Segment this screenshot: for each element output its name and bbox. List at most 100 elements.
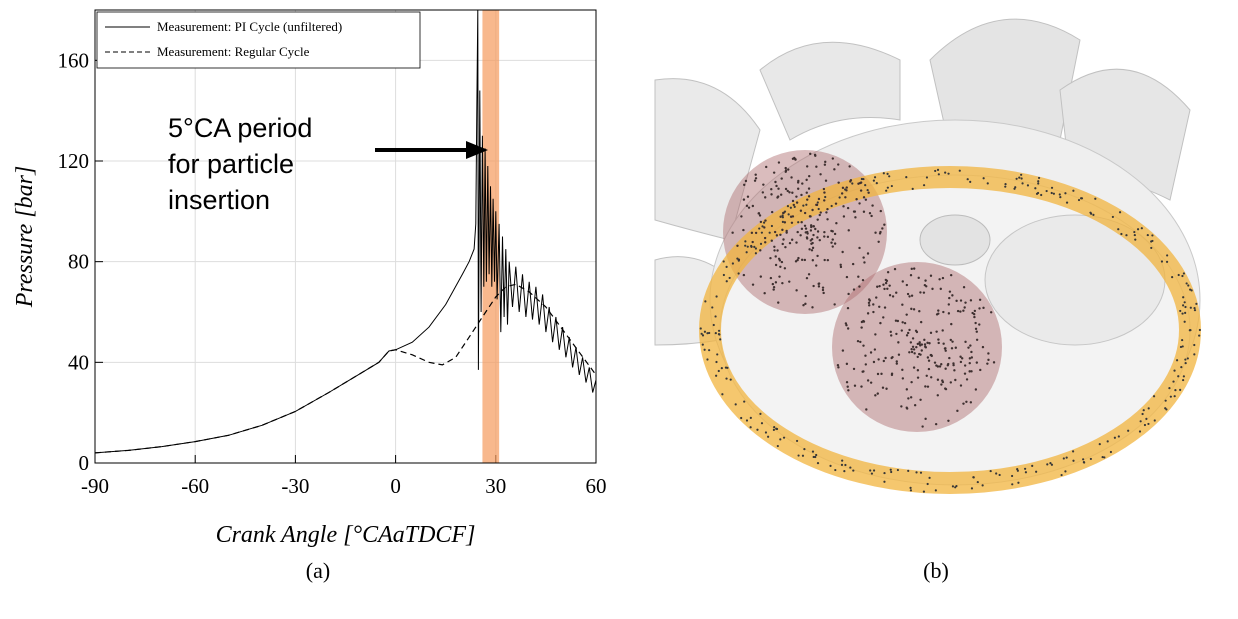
- particle: [801, 454, 805, 457]
- particle: [806, 198, 809, 201]
- particle: [704, 300, 707, 303]
- particle: [1024, 467, 1027, 470]
- particle: [859, 181, 863, 184]
- particle: [857, 275, 860, 278]
- particle: [975, 338, 979, 341]
- particle: [1034, 187, 1037, 190]
- particle: [1117, 435, 1120, 438]
- particle: [781, 242, 784, 246]
- particle: [1083, 461, 1086, 464]
- particle: [918, 342, 921, 345]
- particle: [785, 231, 788, 234]
- particle: [969, 180, 972, 183]
- particle: [761, 191, 765, 194]
- particle: [954, 378, 957, 382]
- particle: [1117, 228, 1120, 231]
- particle: [976, 480, 979, 484]
- particle: [815, 264, 818, 267]
- particle: [807, 187, 811, 190]
- particle: [818, 213, 821, 217]
- particle: [774, 255, 777, 258]
- particle: [757, 212, 761, 215]
- particle: [875, 182, 878, 185]
- particle: [909, 341, 913, 344]
- particles: [699, 152, 1201, 493]
- particle: [925, 176, 929, 179]
- particle: [895, 332, 898, 336]
- particle: [773, 426, 776, 429]
- particle: [824, 160, 827, 164]
- particle: [1018, 176, 1021, 179]
- particle: [905, 334, 909, 337]
- particle: [1031, 464, 1034, 467]
- particle: [774, 281, 778, 284]
- particle: [1062, 457, 1065, 460]
- particle: [805, 178, 808, 182]
- particle: [841, 250, 844, 254]
- particle: [963, 364, 967, 367]
- particle: [715, 374, 718, 377]
- particle: [876, 372, 880, 376]
- particle: [948, 290, 952, 293]
- particle: [1171, 276, 1174, 279]
- particle: [1020, 173, 1023, 176]
- particle: [1092, 213, 1095, 216]
- particle: [965, 378, 969, 381]
- particle: [1182, 304, 1185, 307]
- particle: [1177, 273, 1180, 277]
- y-tick-label: 120: [58, 149, 90, 173]
- particle: [1193, 309, 1197, 312]
- particle: [913, 352, 916, 355]
- particle: [764, 219, 767, 222]
- particle: [764, 241, 767, 244]
- particle: [777, 301, 780, 304]
- particle: [1064, 192, 1067, 195]
- particle: [890, 373, 894, 377]
- particle: [712, 323, 715, 327]
- particle: [949, 381, 953, 384]
- particle: [823, 230, 826, 234]
- particle: [781, 220, 784, 223]
- plot-frame: [94, 9, 597, 464]
- particle: [889, 468, 892, 471]
- particle: [834, 468, 837, 472]
- particle: [1177, 375, 1180, 378]
- particle: [817, 207, 820, 211]
- particle: [744, 179, 748, 183]
- particle: [970, 356, 974, 359]
- particle: [968, 361, 971, 365]
- particle: [1179, 388, 1182, 391]
- particle: [786, 189, 789, 193]
- particle: [720, 367, 723, 370]
- particle: [763, 236, 767, 240]
- particle: [859, 340, 862, 344]
- particle: [922, 490, 926, 493]
- particle: [910, 347, 913, 351]
- particle: [834, 202, 838, 205]
- particle: [772, 285, 776, 289]
- particle: [1072, 189, 1075, 192]
- particle: [780, 260, 784, 264]
- particle: [1181, 338, 1184, 342]
- particle: [770, 193, 773, 196]
- particle: [1174, 389, 1177, 392]
- particle: [1182, 375, 1185, 378]
- particle: [866, 312, 870, 315]
- particle: [759, 275, 763, 278]
- particle: [708, 349, 711, 352]
- particle: [940, 363, 943, 366]
- particle: [860, 177, 863, 181]
- particle: [900, 329, 903, 332]
- particle: [873, 348, 877, 351]
- particle: [775, 427, 779, 431]
- particle: [883, 223, 886, 226]
- particle: [883, 480, 886, 483]
- caption: (a): [306, 558, 330, 583]
- particle: [877, 240, 880, 243]
- particle: [811, 306, 814, 309]
- particle: [883, 471, 886, 475]
- particle: [813, 153, 817, 156]
- particle: [922, 291, 926, 294]
- particle: [851, 182, 854, 185]
- particle: [969, 299, 973, 302]
